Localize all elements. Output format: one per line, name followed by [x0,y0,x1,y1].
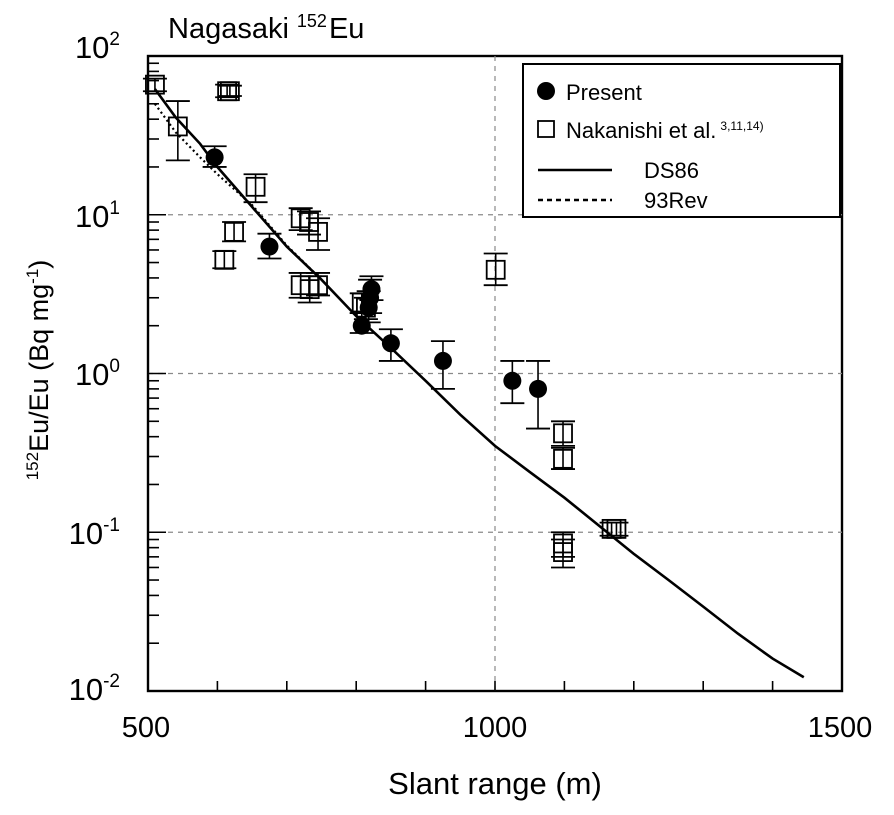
y-axis-label-main: Eu/Eu (Bq mg [24,284,54,452]
nakanishi-marker [351,292,372,313]
present-point [202,145,227,168]
nakanishi-point [551,538,576,569]
present-point [500,360,525,405]
y-tick-label-1e1: 101 [75,198,120,234]
curves [153,88,805,679]
nakanishi-point [349,292,374,315]
legend-93rev-label: 93Rev [644,188,708,213]
nakanishi-point [306,217,331,251]
nakanishi-point [551,420,576,447]
present-point [257,232,282,260]
y-axis-label-sup: 152 [23,452,42,480]
legend-nakanishi-label: Nakanishi et al. 3,11,14) [566,118,764,143]
present-marker [260,237,279,256]
nakanishi-marker [485,259,506,280]
nakanishi-point [604,518,629,539]
nakanishi-point [212,249,237,270]
nakanishi-marker [553,448,573,469]
legend-present-marker [537,82,555,100]
legend-box [522,63,841,218]
nakanishi-point [217,81,242,102]
nakanishi-point [483,252,508,287]
nakanishi-marker [553,423,573,444]
nakanishi-point [165,100,190,162]
nakanishi-marker [308,221,328,242]
legend-present-label: Present [566,80,642,105]
nakanishi-marker [606,518,627,539]
rev93-curve [154,103,323,281]
nakanishi-marker [145,74,165,95]
y-tick-label-1e2: 102 [75,29,120,65]
y-tick-label-1e0: 100 [75,356,120,392]
chart-title-prefix: Nagasaki [168,13,289,45]
y-tick-label-1e-2: 10-2 [69,671,120,707]
ds86-curve [153,88,805,679]
y-minor-ticks [148,62,166,692]
chart-title-suffix: Eu [329,13,364,45]
nakanishi-marker [219,81,240,102]
x-tick-label-1000: 1000 [463,712,528,744]
y-tick-label-1e-1: 10-1 [69,515,120,551]
legend: Present Nakanishi et al. 3,11,14) DS86 93… [522,63,841,218]
present-point [378,328,403,362]
legend-nakanishi-marker [537,120,555,138]
nakanishi-marker [214,249,235,270]
nakanishi-marker [245,176,266,197]
present-point [430,340,455,390]
present-marker [503,371,522,390]
present-marker [433,351,452,370]
present-marker [381,334,400,353]
nakanishi-marker [356,297,376,318]
nakanishi-marker [553,542,573,562]
x-tick-label-1500: 1500 [808,712,873,744]
nakanishi-point [551,446,576,470]
chart-title: Nagasaki 152Eu [168,11,364,45]
data-points [142,74,629,569]
present-point [526,360,551,430]
nakanishi-point [222,221,247,243]
chart-title-sup: 152 [297,11,327,31]
y-axis-label: 152Eu/Eu (Bq mg-1) [23,260,54,481]
nakanishi-marker [308,275,328,296]
nakanishi-marker [224,221,244,242]
present-marker [352,316,371,335]
nakanishi-point [142,74,167,95]
nakanishi-point [306,272,331,297]
nakanishi-point [353,296,378,321]
y-axis-label-close: ) [24,260,54,269]
legend-ds86-label: DS86 [644,158,699,183]
x-tick-label-500: 500 [122,712,170,744]
nakanishi-point [243,173,268,204]
present-marker [529,379,548,398]
x-ticks [216,681,774,691]
nakanishi-marker [167,116,188,137]
y-axis-label-exp: -1 [23,269,42,284]
present-marker [205,148,224,167]
x-axis-label: Slant range (m) [388,766,602,801]
legend-nakanishi-sup: 3,11,14) [720,119,763,133]
